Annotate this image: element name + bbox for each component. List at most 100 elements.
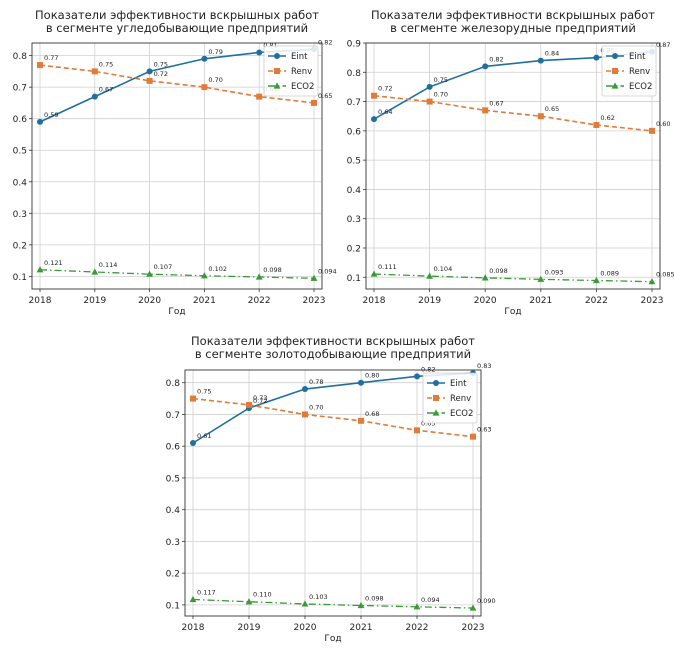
data-label: 0.64 <box>378 108 392 116</box>
chart-title-line: в сегменте железорудные предприятий <box>390 21 636 35</box>
y-tick-label: 0.2 <box>166 570 180 580</box>
x-tick-label: 2020 <box>474 296 497 306</box>
data-label: 0.82 <box>318 38 332 46</box>
legend: Eint Renv ECO2 <box>422 372 478 424</box>
data-point <box>482 107 489 114</box>
y-tick-label: 0.5 <box>166 474 180 484</box>
chart-title-line: в сегменте угледобывающие предприятий <box>46 21 308 35</box>
x-tick-label: 2019 <box>238 623 261 633</box>
data-point <box>246 401 252 408</box>
data-label: 0.121 <box>44 259 63 267</box>
data-label: 0.70 <box>309 403 323 411</box>
legend-marker <box>611 82 619 89</box>
chart-2: Показатели эффективности вскрышных работ… <box>347 8 674 317</box>
data-point <box>302 386 308 393</box>
data-label: 0.102 <box>208 265 227 273</box>
x-tick-label: 2019 <box>83 296 106 306</box>
data-point <box>357 601 365 609</box>
data-point <box>256 49 263 56</box>
x-tick-label: 2021 <box>350 623 373 633</box>
data-label: 0.75 <box>434 76 448 84</box>
data-point <box>469 604 477 611</box>
data-point <box>358 379 364 386</box>
data-point <box>91 268 99 275</box>
chart-title-line: Показатели эффективности вскрышных работ <box>191 334 475 348</box>
legend-label: Renv <box>629 67 650 77</box>
legend-marker <box>433 380 439 386</box>
y-tick-label: 0.1 <box>347 274 361 284</box>
data-point <box>371 116 377 123</box>
data-point <box>91 68 98 75</box>
data-point <box>189 595 197 603</box>
y-tick-label: 0.6 <box>347 127 362 137</box>
y-tick-label: 0.4 <box>13 178 28 188</box>
data-point <box>201 272 208 279</box>
data-point <box>146 68 153 75</box>
data-label: 0.87 <box>656 41 670 49</box>
data-point <box>414 373 420 380</box>
data-point <box>593 122 600 128</box>
y-tick-label: 0.6 <box>13 115 28 125</box>
x-tick-label: 2022 <box>406 623 429 633</box>
x-tick-label: 2023 <box>462 623 485 633</box>
x-axis-label: Год <box>324 634 341 644</box>
data-point <box>302 411 308 418</box>
x-tick-label: 2023 <box>641 296 664 306</box>
y-tick-label: 0.5 <box>347 157 361 167</box>
data-point <box>311 99 317 106</box>
data-label: 0.84 <box>545 50 559 58</box>
data-point <box>310 274 318 281</box>
data-point <box>482 63 489 70</box>
data-label: 0.75 <box>154 60 168 68</box>
data-label: 0.75 <box>197 388 211 396</box>
data-label: 0.78 <box>309 378 323 386</box>
data-label: 0.62 <box>600 114 614 122</box>
data-label: 0.098 <box>489 267 508 275</box>
data-label: 0.104 <box>434 265 453 273</box>
data-point <box>413 603 421 610</box>
data-point <box>537 275 545 282</box>
y-tick-label: 0.3 <box>13 210 27 220</box>
data-label: 0.72 <box>378 85 392 93</box>
data-point <box>146 270 153 277</box>
y-tick-label: 0.6 <box>166 443 181 453</box>
legend: Eint Renv ECO2 <box>601 45 657 97</box>
chart-title-line: в сегменте золотодобывающие предприятий <box>195 347 471 361</box>
x-tick-label: 2022 <box>585 296 608 306</box>
chart-1: Показатели эффективности вскрышных работ… <box>13 8 337 317</box>
plot-frame <box>365 42 661 290</box>
legend-marker <box>274 53 280 59</box>
legend: Eint Renv ECO2 <box>263 45 319 97</box>
data-label: 0.093 <box>545 268 564 276</box>
data-label: 0.72 <box>253 397 267 405</box>
y-tick-label: 0.2 <box>13 241 27 251</box>
data-label: 0.70 <box>434 91 448 99</box>
data-point <box>593 276 600 284</box>
data-label: 0.114 <box>99 261 118 269</box>
data-label: 0.085 <box>656 271 674 279</box>
data-label: 0.107 <box>154 263 173 271</box>
data-label: 0.77 <box>44 54 58 62</box>
data-label: 0.094 <box>421 596 440 604</box>
data-point <box>648 278 656 285</box>
legend-label: Eint <box>291 52 308 62</box>
x-axis-label: Год <box>168 307 185 317</box>
data-label: 0.110 <box>253 591 272 599</box>
x-tick-label: 2023 <box>303 296 326 306</box>
series-line-eco2 <box>373 273 653 283</box>
data-point <box>37 62 43 69</box>
data-point <box>146 77 153 84</box>
y-tick-label: 0.8 <box>347 69 362 79</box>
y-tick-label: 0.1 <box>13 273 27 283</box>
data-label: 0.098 <box>365 595 384 603</box>
data-label: 0.82 <box>421 365 435 373</box>
data-point <box>426 83 433 90</box>
legend-label: Eint <box>629 52 646 62</box>
y-tick-label: 0.9 <box>347 40 362 50</box>
data-label: 0.68 <box>365 410 379 418</box>
data-point <box>537 113 544 120</box>
chart-title-line: Показатели эффективности вскрышных работ <box>35 8 319 22</box>
plot-frame <box>184 369 482 617</box>
y-tick-label: 0.2 <box>347 245 361 255</box>
data-label: 0.82 <box>489 55 503 63</box>
